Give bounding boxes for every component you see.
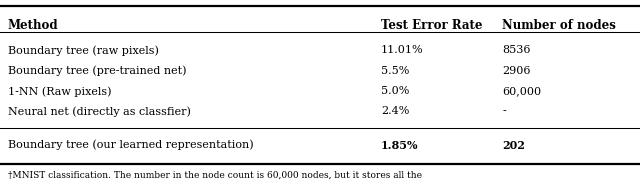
Text: Method: Method <box>8 19 58 32</box>
Text: Boundary tree (raw pixels): Boundary tree (raw pixels) <box>8 45 159 56</box>
Text: 11.01%: 11.01% <box>381 45 424 55</box>
Text: 60,000: 60,000 <box>502 86 541 96</box>
Text: Number of nodes: Number of nodes <box>502 19 616 32</box>
Text: Boundary tree (pre-trained net): Boundary tree (pre-trained net) <box>8 66 186 76</box>
Text: 1-NN (Raw pixels): 1-NN (Raw pixels) <box>8 86 111 97</box>
Text: 1.85%: 1.85% <box>381 140 419 151</box>
Text: †MNIST classification. The number in the node count is 60,000 nodes, but it stor: †MNIST classification. The number in the… <box>8 171 422 180</box>
Text: -: - <box>502 106 506 116</box>
Text: 2.4%: 2.4% <box>381 106 409 116</box>
Text: Boundary tree (our learned representation): Boundary tree (our learned representatio… <box>8 140 253 150</box>
Text: 5.5%: 5.5% <box>381 66 409 76</box>
Text: Neural net (directly as classfier): Neural net (directly as classfier) <box>8 106 191 117</box>
Text: Test Error Rate: Test Error Rate <box>381 19 483 32</box>
Text: 8536: 8536 <box>502 45 531 55</box>
Text: 5.0%: 5.0% <box>381 86 409 96</box>
Text: 202: 202 <box>502 140 525 151</box>
Text: 2906: 2906 <box>502 66 531 76</box>
